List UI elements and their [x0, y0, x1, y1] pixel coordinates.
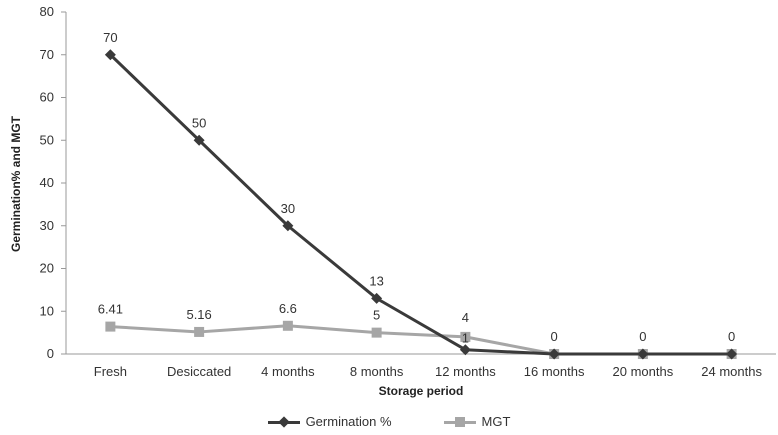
data-label-germination: 13	[369, 273, 383, 288]
x-tick-label: 16 months	[524, 364, 585, 379]
data-label-mgt: 6.6	[279, 301, 297, 316]
data-point-mgt	[282, 320, 293, 331]
series-layer	[104, 49, 738, 360]
data-point-mgt	[194, 326, 205, 337]
y-tick-label: 80	[40, 4, 54, 19]
data-label-germination: 1	[462, 331, 469, 346]
x-tick-label: 20 months	[613, 364, 674, 379]
data-point-mgt	[371, 327, 382, 338]
x-tick-label: 4 months	[261, 364, 315, 379]
data-point-germination	[726, 348, 738, 360]
data-label-germination: 70	[103, 30, 117, 45]
x-tick-label: 24 months	[701, 364, 762, 379]
data-point-germination	[282, 220, 294, 232]
data-point-germination	[637, 348, 649, 360]
y-tick-label: 30	[40, 218, 54, 233]
legend-label-mgt: MGT	[481, 414, 511, 429]
y-tick-label: 40	[40, 175, 54, 190]
data-label-germination: 30	[281, 201, 295, 216]
legend-item-germination: Germination %	[267, 414, 392, 429]
legend-swatch-germination	[267, 415, 300, 428]
data-point-germination	[371, 292, 383, 304]
data-point-mgt	[105, 321, 116, 332]
x-tick-label: Desiccated	[167, 364, 231, 379]
y-tick-label: 0	[47, 346, 54, 361]
series-line-germination	[109, 53, 732, 356]
data-point-germination	[459, 344, 471, 356]
data-label-mgt: 5	[373, 308, 380, 323]
x-tick-label: 8 months	[350, 364, 404, 379]
legend-label-germination: Germination %	[305, 414, 392, 429]
y-tick-label: 10	[40, 303, 54, 318]
y-axis-title: Germination% and MGT	[9, 115, 23, 252]
data-label-germination: 0	[551, 329, 558, 344]
data-point-germination	[193, 134, 205, 146]
x-tick-label: Fresh	[94, 364, 127, 379]
data-label-mgt: 5.16	[186, 307, 211, 322]
data-point-mgt	[460, 331, 471, 342]
data-label-germination: 50	[192, 115, 206, 130]
data-point-germination	[548, 348, 560, 360]
x-axis-title: Storage period	[379, 384, 464, 398]
data-label-mgt: 4	[462, 310, 469, 325]
y-tick-label: 60	[40, 90, 54, 105]
y-tick-label: 20	[40, 261, 54, 276]
y-tick-label: 70	[40, 47, 54, 62]
legend-swatch-mgt	[443, 416, 476, 428]
data-label-germination: 0	[639, 329, 646, 344]
legend: Germination % MGT	[0, 414, 778, 429]
data-labels: 70 50 30 13 1 0 0 0 6.41 5.16 6.6 5 4	[98, 30, 736, 346]
y-tick-label: 50	[40, 132, 54, 147]
data-point-germination	[104, 49, 116, 61]
x-tick-label: 12 months	[435, 364, 496, 379]
legend-item-mgt: MGT	[443, 414, 511, 429]
data-label-germination: 0	[728, 329, 735, 344]
data-label-mgt: 6.41	[98, 302, 123, 317]
